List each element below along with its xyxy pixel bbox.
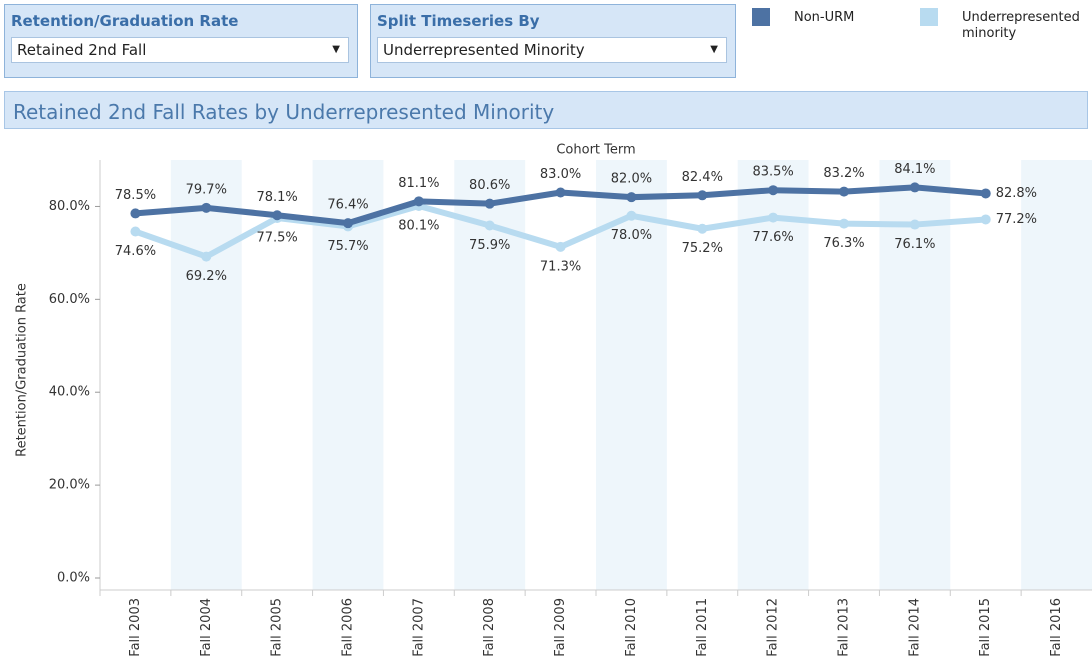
filter-label: Retention/Graduation Rate: [11, 12, 239, 30]
x-axis-title: Cohort Term: [556, 143, 635, 158]
column-band: [1021, 160, 1092, 590]
filter-dropdown[interactable]: Underrepresented Minority ▼: [377, 37, 727, 63]
filter-value: Retained 2nd Fall: [17, 41, 147, 59]
data-point: [768, 185, 779, 196]
data-label: 81.1%: [398, 176, 439, 191]
legend-label: Underrepresented minority: [962, 10, 1080, 41]
data-point: [555, 241, 566, 252]
data-label: 78.0%: [611, 228, 652, 243]
filter-split[interactable]: Split Timeseries By Underrepresented Min…: [370, 4, 736, 78]
data-label: 77.6%: [752, 230, 793, 245]
data-point: [484, 220, 495, 231]
y-tick-label: 40.0%: [49, 385, 90, 400]
x-tick-label: Fall 2004: [199, 598, 214, 657]
data-point: [343, 218, 353, 229]
x-tick-label: Fall 2007: [411, 598, 426, 657]
data-point: [201, 202, 212, 213]
legend-swatch: [752, 8, 770, 26]
dropdown-arrow: ▼: [710, 44, 718, 55]
data-label: 76.3%: [823, 236, 864, 251]
column-band: [170, 160, 242, 590]
data-label: 76.4%: [327, 198, 368, 213]
data-point: [697, 223, 708, 234]
x-tick-label: Fall 2016: [1049, 598, 1064, 657]
column-band: [596, 160, 667, 590]
y-axis-title: Retention/Graduation Rate: [15, 283, 30, 457]
data-label: 82.4%: [682, 170, 723, 185]
data-point: [626, 210, 637, 221]
data-label: 82.0%: [611, 172, 652, 187]
column-band: [737, 160, 809, 590]
column-band: [879, 160, 951, 590]
data-label: 77.5%: [256, 231, 297, 246]
column-band: [312, 160, 384, 590]
data-point: [413, 196, 424, 207]
data-point: [839, 218, 849, 229]
data-label: 78.5%: [115, 188, 156, 203]
data-label: 84.1%: [894, 162, 935, 177]
x-tick-label: Fall 2012: [766, 598, 781, 657]
data-point: [201, 251, 212, 262]
data-point: [909, 182, 920, 193]
data-point: [555, 187, 566, 198]
y-tick-label: 60.0%: [49, 292, 90, 307]
data-label: 79.7%: [186, 182, 227, 197]
x-tick-label: Fall 2014: [907, 598, 922, 657]
data-label: 83.2%: [823, 166, 864, 181]
data-point: [980, 188, 991, 199]
data-point: [130, 226, 141, 237]
data-label: 78.1%: [256, 190, 297, 205]
x-tick-label: Fall 2006: [341, 598, 356, 657]
data-point: [980, 214, 991, 225]
data-label: 71.3%: [540, 259, 581, 274]
data-point: [697, 190, 708, 201]
data-point: [130, 208, 141, 219]
data-label: 80.6%: [469, 178, 510, 193]
title-bar: Retained 2nd Fall Rates by Underrepresen…: [4, 91, 1088, 129]
data-label: 76.1%: [894, 237, 935, 252]
x-tick-label: Fall 2009: [553, 598, 568, 657]
data-label: 75.7%: [327, 239, 368, 254]
x-tick-label: Fall 2005: [270, 598, 285, 657]
data-label: 75.9%: [469, 238, 510, 253]
y-tick-label: 0.0%: [57, 571, 90, 586]
legend-label: Non-URM: [794, 10, 855, 25]
data-point: [626, 192, 637, 203]
data-label: 69.2%: [186, 269, 227, 284]
y-tick-label: 20.0%: [49, 478, 90, 493]
x-tick-label: Fall 2010: [624, 598, 639, 657]
filter-value: Underrepresented Minority: [383, 41, 585, 59]
filter-label: Split Timeseries By: [377, 12, 540, 30]
x-tick-label: Fall 2003: [128, 598, 143, 657]
data-label: 83.5%: [752, 165, 793, 180]
x-tick-label: Fall 2013: [837, 598, 852, 657]
data-point: [839, 186, 849, 197]
x-tick-label: Fall 2008: [482, 598, 497, 657]
data-label: 75.2%: [682, 241, 723, 256]
data-label: 74.6%: [115, 244, 156, 259]
filter-dropdown[interactable]: Retained 2nd Fall ▼: [11, 37, 349, 63]
data-label: 83.0%: [540, 167, 581, 182]
data-point: [768, 212, 779, 223]
dropdown-arrow: ▼: [332, 44, 340, 55]
y-tick-label: 80.0%: [49, 199, 90, 214]
data-point: [909, 219, 920, 230]
data-label: 80.1%: [398, 218, 439, 233]
data-label: 77.2%: [996, 212, 1037, 227]
legend-swatch: [920, 8, 938, 26]
data-point: [484, 198, 495, 209]
data-label: 82.8%: [996, 186, 1037, 201]
x-tick-label: Fall 2011: [695, 598, 710, 657]
x-tick-label: Fall 2015: [978, 598, 993, 657]
chart-title: Retained 2nd Fall Rates by Underrepresen…: [13, 100, 555, 124]
filter-rate[interactable]: Retention/Graduation Rate Retained 2nd F…: [4, 4, 358, 78]
data-point: [272, 210, 283, 221]
